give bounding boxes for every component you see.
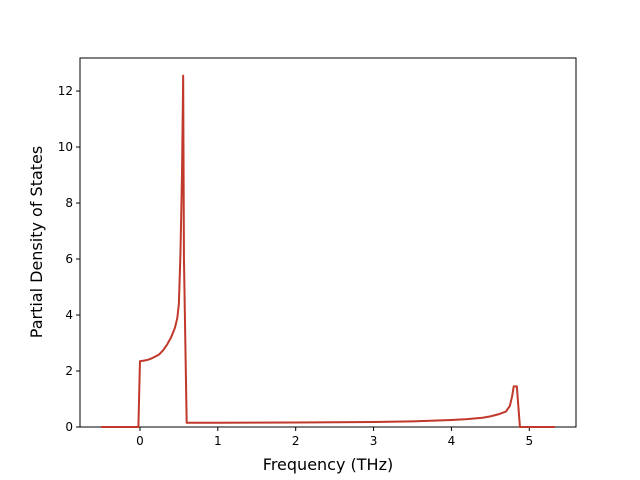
x-axis-title: Frequency (THz) xyxy=(263,455,393,474)
y-axis-title: Partial Density of States xyxy=(27,146,46,338)
x-tick-label: 0 xyxy=(136,434,144,448)
y-tick-label: 6 xyxy=(65,252,73,266)
y-tick-label: 0 xyxy=(65,420,73,434)
plot-frame xyxy=(79,57,577,428)
x-tick-label: 1 xyxy=(214,434,222,448)
x-tick-label: 2 xyxy=(292,434,300,448)
y-tick-label: 2 xyxy=(65,364,73,378)
x-tick-label: 3 xyxy=(370,434,378,448)
y-tick-label: 10 xyxy=(58,140,73,154)
x-tick-label: 4 xyxy=(448,434,456,448)
y-tick-label: 8 xyxy=(65,196,73,210)
y-tick-label: 4 xyxy=(65,308,73,322)
x-tick-label: 5 xyxy=(525,434,533,448)
data-line xyxy=(101,74,555,428)
y-tick-label: 12 xyxy=(58,84,73,98)
